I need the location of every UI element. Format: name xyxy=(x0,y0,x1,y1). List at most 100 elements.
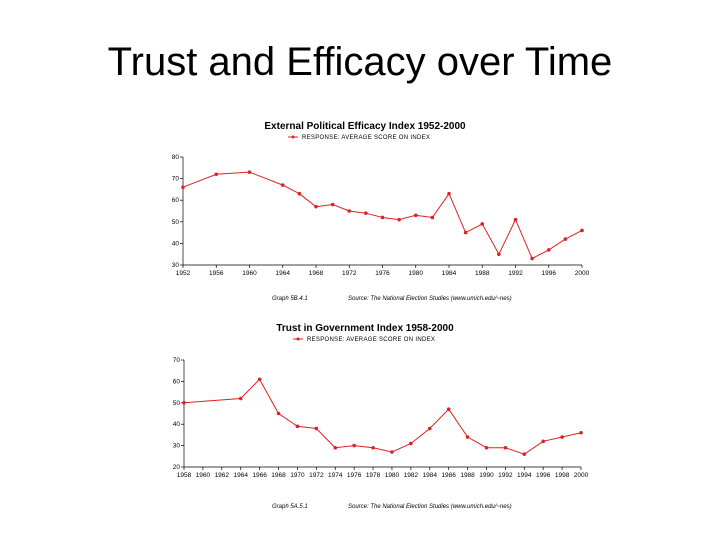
x-tick-label: 1972 xyxy=(342,270,357,277)
data-point xyxy=(409,441,413,446)
data-point xyxy=(546,248,551,252)
data-point xyxy=(503,445,508,450)
data-point xyxy=(390,450,394,454)
x-tick-label: 1980 xyxy=(385,472,400,479)
data-point xyxy=(560,435,564,439)
chart-title: Trust in Government Index 1958-2000 xyxy=(276,323,454,334)
x-tick-label: 1978 xyxy=(366,472,381,479)
x-tick-label: 1988 xyxy=(460,472,475,479)
chart-caption: Graph 5B.4.1 xyxy=(272,296,308,302)
y-tick-label: 50 xyxy=(172,219,180,226)
data-point xyxy=(522,452,527,456)
x-tick-label: 1976 xyxy=(375,270,390,277)
y-tick-label: 30 xyxy=(173,443,181,450)
data-point xyxy=(214,172,219,177)
data-point xyxy=(484,445,489,450)
y-tick-label: 70 xyxy=(173,357,181,364)
data-point xyxy=(276,411,281,416)
slide-title: Trust and Efficacy over Time xyxy=(107,40,613,84)
x-tick-label: 1994 xyxy=(517,472,532,479)
x-tick-label: 1992 xyxy=(508,270,523,277)
data-point xyxy=(397,217,401,222)
data-point xyxy=(333,445,338,450)
x-tick-label: 1960 xyxy=(196,472,211,479)
data-point xyxy=(580,228,584,233)
y-tick-label: 30 xyxy=(172,262,180,269)
data-point xyxy=(465,435,470,439)
x-tick-label: 1980 xyxy=(409,270,424,277)
legend-marker xyxy=(296,337,300,341)
y-tick-label: 40 xyxy=(172,240,180,247)
x-tick-label: 1988 xyxy=(475,270,490,277)
y-tick-label: 50 xyxy=(173,400,181,407)
data-point xyxy=(463,230,468,235)
x-tick-label: 1982 xyxy=(404,472,419,479)
data-point xyxy=(181,185,185,190)
x-tick-label: 2000 xyxy=(575,270,590,277)
y-tick-label: 40 xyxy=(173,421,181,428)
y-tick-label: 60 xyxy=(173,378,181,385)
chart-title: External Political Efficacy Index 1952-2… xyxy=(264,121,466,132)
x-tick-label: 2000 xyxy=(574,472,589,479)
y-tick-label: 20 xyxy=(173,464,181,471)
legend-label: RESPONSE: AVERAGE SCORE ON INDEX xyxy=(302,135,430,141)
data-point xyxy=(579,430,583,435)
x-tick-label: 1964 xyxy=(233,472,248,479)
y-tick-label: 70 xyxy=(172,176,180,183)
data-point xyxy=(380,215,385,220)
x-tick-label: 1996 xyxy=(536,472,551,479)
data-point xyxy=(497,252,501,256)
efficacy-chart: External Political Efficacy Index 1952-2… xyxy=(172,121,590,302)
y-tick-label: 80 xyxy=(172,154,180,161)
x-tick-label: 1968 xyxy=(271,472,286,479)
x-tick-label: 1998 xyxy=(555,472,570,479)
data-point xyxy=(352,443,356,448)
data-point xyxy=(295,424,300,429)
y-tick-label: 60 xyxy=(172,197,180,204)
x-tick-label: 1956 xyxy=(209,270,224,277)
data-point xyxy=(247,170,252,174)
chart-source: Source: The National Election Studies (w… xyxy=(348,504,512,510)
trust-chart: Trust in Government Index 1958-2000 RESPO… xyxy=(173,323,589,510)
data-point xyxy=(447,191,451,196)
data-point xyxy=(364,211,368,215)
x-tick-label: 1952 xyxy=(176,270,191,277)
x-tick-label: 1972 xyxy=(309,472,324,479)
data-point xyxy=(238,396,243,401)
x-tick-label: 1966 xyxy=(252,472,267,479)
x-tick-label: 1974 xyxy=(328,472,343,479)
x-tick-label: 1990 xyxy=(479,472,494,479)
x-tick-label: 1986 xyxy=(441,472,456,479)
data-point xyxy=(413,213,418,218)
data-point xyxy=(513,217,518,222)
legend-marker xyxy=(291,135,295,139)
data-point xyxy=(427,426,432,431)
data-point xyxy=(314,204,318,209)
x-tick-label: 1970 xyxy=(290,472,305,479)
x-tick-label: 1960 xyxy=(242,270,257,277)
data-point xyxy=(182,401,186,405)
x-tick-label: 1984 xyxy=(442,270,457,277)
data-point xyxy=(446,407,451,412)
legend-label: RESPONSE: AVERAGE SCORE ON INDEX xyxy=(307,337,435,343)
x-tick-label: 1992 xyxy=(498,472,513,479)
chart-caption: Graph 5A.5.1 xyxy=(272,504,308,510)
data-point xyxy=(430,215,435,220)
data-point xyxy=(314,426,319,431)
data-point xyxy=(541,439,545,444)
x-tick-label: 1968 xyxy=(309,270,324,277)
data-point xyxy=(257,377,262,382)
data-point xyxy=(297,191,302,196)
x-tick-label: 1976 xyxy=(347,472,362,479)
x-tick-label: 1958 xyxy=(177,472,192,479)
data-point xyxy=(480,222,485,226)
data-point xyxy=(563,237,568,241)
data-point xyxy=(280,183,285,187)
chart-source: Source: The National Election Studies (w… xyxy=(348,296,512,302)
series-line xyxy=(182,171,583,260)
series-line xyxy=(183,378,582,455)
x-tick-label: 1984 xyxy=(423,472,438,479)
data-point xyxy=(347,209,352,213)
x-tick-label: 1962 xyxy=(215,472,230,479)
